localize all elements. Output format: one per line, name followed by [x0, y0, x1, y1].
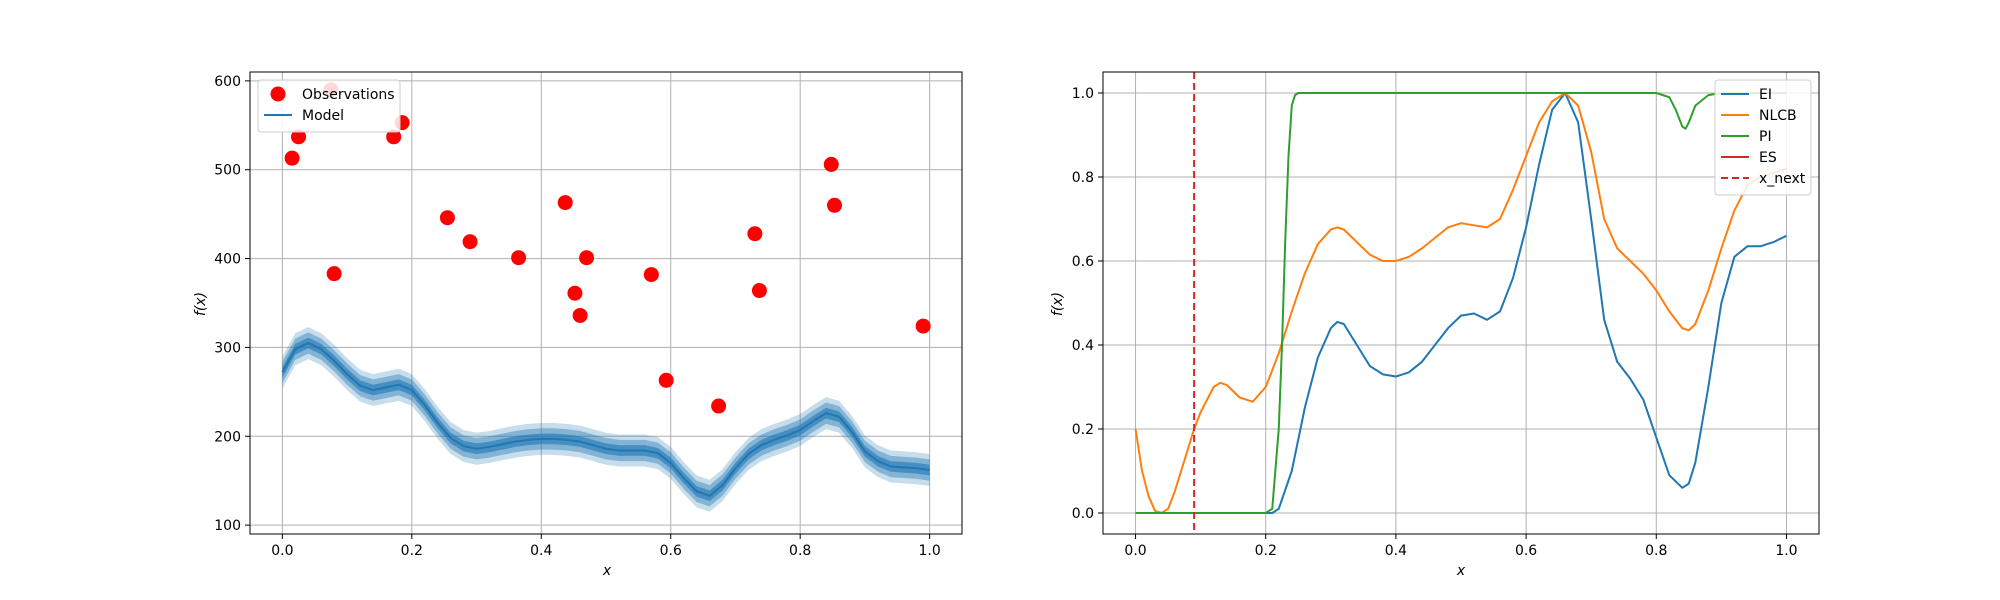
legend-label: EI: [1759, 87, 1772, 103]
series-lines: [1134, 72, 1787, 534]
y-tick-label: 0.0: [1072, 506, 1094, 522]
acquisition-panel: 0.0 0.2 0.4 0.6 0.8 1.0 0.00.20.40.60.81.0 x …: [1050, 71, 1820, 579]
observation-point: [567, 285, 583, 301]
grid-lines: [1103, 72, 1819, 534]
y-axis-ticks: 0.0 0.2 0.4 0.6 0.8 1.0: [1072, 86, 1103, 522]
x-tick-label: 1.0: [1775, 543, 1797, 559]
legend-label: Model: [302, 108, 344, 124]
observation-points: [284, 82, 931, 414]
legend-label: ES: [1759, 150, 1777, 166]
y-tick-label: 600: [214, 74, 241, 90]
x-axis-ticks: 0.0 0.2 0.4 0.6 0.8 1.0: [1124, 534, 1798, 559]
observation-point: [284, 150, 300, 166]
legend-marker: [270, 86, 286, 102]
observation-point: [823, 156, 839, 172]
observation-point: [751, 283, 767, 299]
observation-point: [462, 234, 478, 250]
x-axis-ticks: 0.0 0.2 0.4 0.6 0.8 1.0: [271, 534, 941, 559]
observation-point: [826, 197, 842, 213]
y-tick-label: 0.6: [1072, 254, 1094, 270]
observation-point: [557, 195, 573, 211]
y-tick-label: 400: [214, 252, 241, 268]
legend: EI NLCB PI ES x_next: [1714, 79, 1812, 196]
x-tick-label: 0.4: [1385, 543, 1407, 559]
observation-point: [291, 129, 307, 145]
grid-lines: [250, 72, 962, 534]
y-tick-label: 0.8: [1072, 170, 1094, 186]
y-tick-label: 1.0: [1072, 86, 1094, 102]
observation-point: [572, 307, 588, 323]
x-tick-label: 0.6: [1515, 543, 1537, 559]
series-line-pi: [1135, 92, 1787, 514]
x-axis-label: x: [1456, 563, 1466, 579]
observation-point: [658, 372, 674, 388]
legend-label: x_next: [1759, 171, 1806, 187]
y-axis-label: f(x): [193, 292, 209, 316]
model-band-2sd: [282, 332, 930, 507]
observation-point: [747, 226, 763, 242]
legend: Observations Model: [257, 79, 401, 133]
model-band-3sd: [282, 326, 930, 512]
y-tick-label: 100: [214, 518, 241, 534]
observation-point: [326, 266, 342, 282]
x-tick-label: 1.0: [919, 543, 941, 559]
x-tick-label: 0.0: [271, 543, 293, 559]
legend-box: [1714, 79, 1812, 196]
axes-border: [1102, 71, 1820, 535]
series-line-nlcb: [1134, 92, 1787, 514]
observation-point: [386, 129, 402, 145]
x-tick-label: 0.2: [401, 543, 423, 559]
legend-label: NLCB: [1759, 108, 1797, 124]
x-axis-label: x: [602, 563, 612, 579]
y-tick-label: 500: [214, 163, 241, 179]
y-axis-ticks: 100 200 300 400 500 600: [214, 74, 250, 534]
x-tick-label: 0.4: [530, 543, 552, 559]
axes-frame: [249, 71, 963, 535]
x-tick-label: 0.0: [1124, 543, 1146, 559]
observation-point: [439, 210, 455, 226]
axes-border: [249, 71, 963, 535]
observation-point: [643, 267, 659, 283]
confidence-bands: [282, 326, 930, 512]
x-tick-label: 0.8: [789, 543, 811, 559]
y-tick-label: 300: [214, 340, 241, 356]
x-tick-label: 0.8: [1645, 543, 1667, 559]
legend-label: Observations: [302, 87, 395, 103]
model-mean-line: [281, 341, 930, 497]
observation-point: [511, 250, 527, 266]
axes-frame: [1102, 71, 1820, 535]
observation-point: [579, 250, 595, 266]
y-tick-label: 0.4: [1072, 338, 1094, 354]
observation-point: [915, 318, 931, 334]
legend-label: PI: [1759, 129, 1772, 145]
x-tick-label: 0.2: [1255, 543, 1277, 559]
y-tick-label: 200: [214, 429, 241, 445]
y-tick-label: 0.2: [1072, 422, 1094, 438]
x-tick-label: 0.6: [660, 543, 682, 559]
legend-box: [257, 79, 401, 133]
y-axis-label: f(x): [1050, 292, 1066, 316]
series-lines: [281, 341, 930, 497]
series-line-ei: [1135, 92, 1787, 514]
observation-point: [711, 398, 727, 414]
